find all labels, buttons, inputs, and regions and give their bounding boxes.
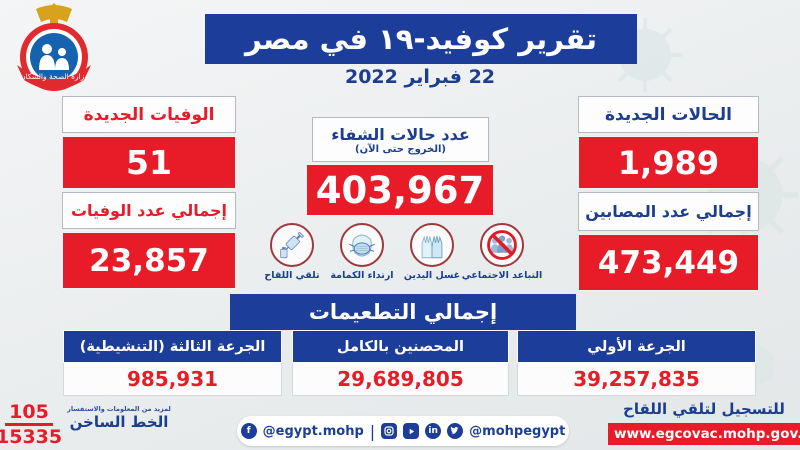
vaccine-syringe-icon (270, 223, 314, 267)
third-dose-label: الجرعة الثالثة (التنشيطية) (63, 330, 282, 363)
face-mask-icon (340, 223, 384, 267)
hotline-numbers: 105 15335 (0, 401, 62, 448)
hotline-label: الخط الساخن (69, 413, 169, 431)
linkedin-icon[interactable]: in (425, 423, 442, 439)
divider: | (369, 421, 376, 441)
third-dose-value: 985,931 (63, 363, 282, 396)
recoveries-label-box: عدد حالات الشفاء (الخروج حتى الآن) (312, 117, 489, 162)
report-date: 22 فبراير 2022 (344, 66, 496, 88)
first-dose-value: 39,257,835 (517, 363, 756, 396)
twitter-icon[interactable] (447, 423, 464, 439)
ministry-of-health-logo: وزارة الصحة والسكان (17, 3, 91, 91)
family-icon (39, 44, 69, 70)
recoveries-sublabel: (الخروج حتى الآن) (355, 143, 446, 155)
new-deaths-value: 51 (62, 136, 236, 189)
vaccine-registration-url[interactable]: www.egcovac.mohp.gov. (608, 423, 800, 445)
vaccinations-title: إجمالي التطعيمات (230, 294, 576, 330)
other-socials-handle[interactable]: @mohpegypt (469, 423, 566, 439)
new-cases-label: الحالات الجديدة (578, 96, 759, 133)
facebook-icon[interactable]: f (240, 423, 257, 439)
facebook-handle[interactable]: @egypt.mohp (262, 423, 364, 439)
recoveries-value: 403,967 (306, 164, 494, 216)
precaution-label: التباعد الاجتماعي (461, 270, 543, 281)
precaution-label: تلقي اللقاح (264, 270, 320, 281)
new-cases-value: 1,989 (578, 136, 759, 189)
hotline-sublabel: لمزيد من المعلومات والاستفسار (67, 405, 171, 413)
hotline-number-15335: 15335 (0, 426, 63, 448)
total-cases-value: 473,449 (578, 234, 759, 291)
logo-ribbon-text: وزارة الصحة والسكان (20, 72, 88, 81)
hotline-number-105: 105 (5, 401, 53, 426)
total-deaths-label: إجمالي عدد الوفيات (62, 192, 236, 229)
first-dose-label: الجرعة الأولي (517, 330, 756, 363)
total-cases-label: إجمالي عدد المصابين (578, 192, 759, 231)
eagle-icon (36, 3, 72, 24)
fully-vaccinated-label: المحصنين بالكامل (292, 330, 509, 363)
youtube-icon[interactable] (403, 423, 420, 439)
page-title: تقرير كوفيد-١٩ في مصر (205, 14, 637, 64)
new-deaths-label: الوفيات الجديدة (62, 96, 236, 133)
instagram-icon[interactable] (381, 423, 398, 439)
vaccine-registration-label: للتسجيل لتلقي اللقاح (623, 400, 785, 418)
hand-washing-icon (410, 223, 454, 267)
social-distancing-icon (480, 223, 524, 267)
precaution-label: غسل اليدين (403, 270, 461, 281)
recoveries-label: عدد حالات الشفاء (331, 124, 470, 144)
total-deaths-value: 23,857 (62, 232, 236, 289)
fully-vaccinated-value: 29,689,805 (292, 363, 509, 396)
social-media-bar: f @egypt.mohp | in @mohpegypt (237, 416, 569, 446)
hotline-label-block: لمزيد من المعلومات والاستفسار الخط الساخ… (60, 405, 178, 431)
precaution-label: ارتداء الكمامة (330, 270, 394, 281)
